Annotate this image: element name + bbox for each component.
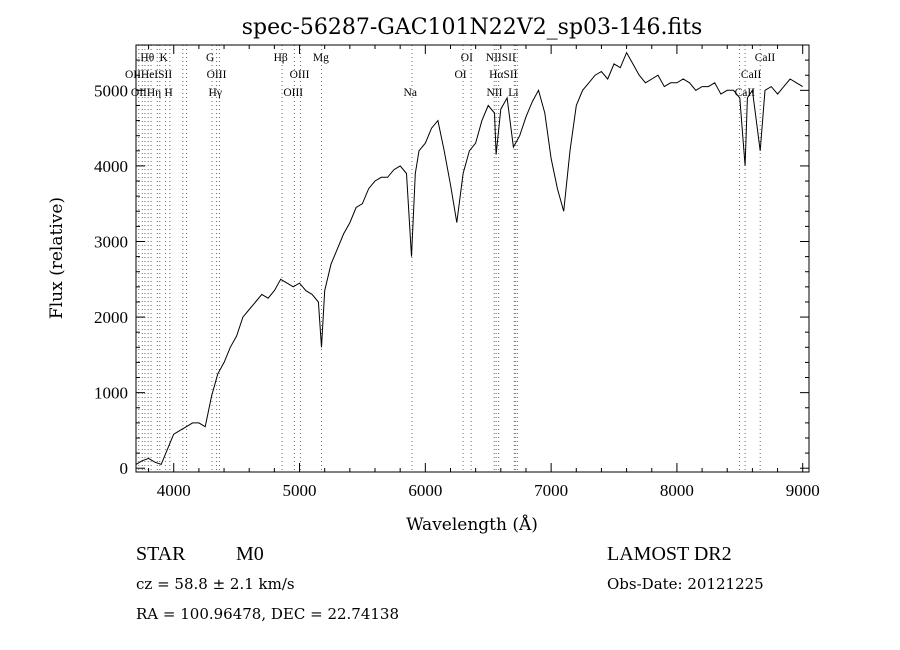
object-class: STAR bbox=[136, 543, 186, 565]
series-layer bbox=[136, 53, 803, 465]
line-label: OIII bbox=[290, 69, 310, 81]
line-label: G bbox=[206, 52, 214, 64]
line-label: HαSII bbox=[489, 69, 518, 81]
redshift-info: cz = 58.8 ± 2.1 km/s bbox=[136, 575, 295, 593]
line-label: CaII bbox=[735, 87, 756, 99]
line-label: Na bbox=[404, 87, 417, 99]
line-label: H bbox=[165, 87, 173, 99]
chart-title: spec-56287-GAC101N22V2_sp03-146.fits bbox=[242, 15, 703, 40]
spectral-subclass: M0 bbox=[236, 543, 264, 565]
x-tick-label: 5000 bbox=[283, 481, 317, 500]
line-label: NII bbox=[487, 87, 503, 99]
line-label: CaII bbox=[755, 52, 776, 64]
line-label: NIISII bbox=[486, 52, 516, 64]
line-label: OIII bbox=[207, 69, 227, 81]
line-label: OIIHη bbox=[131, 87, 161, 99]
line-label: K bbox=[160, 52, 169, 64]
survey-name: LAMOST DR2 bbox=[607, 543, 732, 565]
y-tick-label: 3000 bbox=[94, 232, 128, 251]
y-tick-label: 5000 bbox=[94, 81, 128, 100]
y-axis-label: Flux (relative) bbox=[47, 197, 67, 319]
x-tick-label: 7000 bbox=[534, 481, 568, 500]
line-label: Li bbox=[508, 87, 518, 99]
line-label: OI bbox=[461, 52, 473, 64]
line-label: Hγ bbox=[209, 87, 222, 99]
x-tick-label: 6000 bbox=[408, 481, 442, 500]
line-label: OI bbox=[454, 69, 466, 81]
y-tick-label: 2000 bbox=[94, 308, 128, 327]
obs-date: Obs-Date: 20121225 bbox=[607, 575, 764, 593]
line-label: Hθ bbox=[140, 52, 154, 64]
y-tick-label: 1000 bbox=[94, 384, 128, 403]
y-tick-label: 4000 bbox=[94, 157, 128, 176]
spectrum-series-0 bbox=[136, 53, 803, 465]
line-label: Mg bbox=[313, 52, 329, 64]
x-tick-label: 8000 bbox=[660, 481, 694, 500]
coordinates: RA = 100.96478, DEC = 22.74138 bbox=[136, 605, 399, 623]
y-tick-label: 0 bbox=[120, 459, 129, 478]
line-label: OIII bbox=[283, 87, 303, 99]
x-axis-label: Wavelength (Å) bbox=[406, 514, 538, 535]
x-tick-label: 9000 bbox=[786, 481, 820, 500]
line-label: CaII bbox=[741, 69, 762, 81]
line-markers bbox=[139, 45, 760, 472]
axis-ticks: 4000 5000 6000 7000 8000 9000 0 1000 2000 3000 400… bbox=[94, 45, 820, 500]
line-label: Hβ bbox=[274, 52, 288, 64]
x-tick-label: 4000 bbox=[157, 481, 191, 500]
plot-frame bbox=[136, 45, 809, 472]
line-label: OIIHeISII bbox=[125, 69, 172, 81]
